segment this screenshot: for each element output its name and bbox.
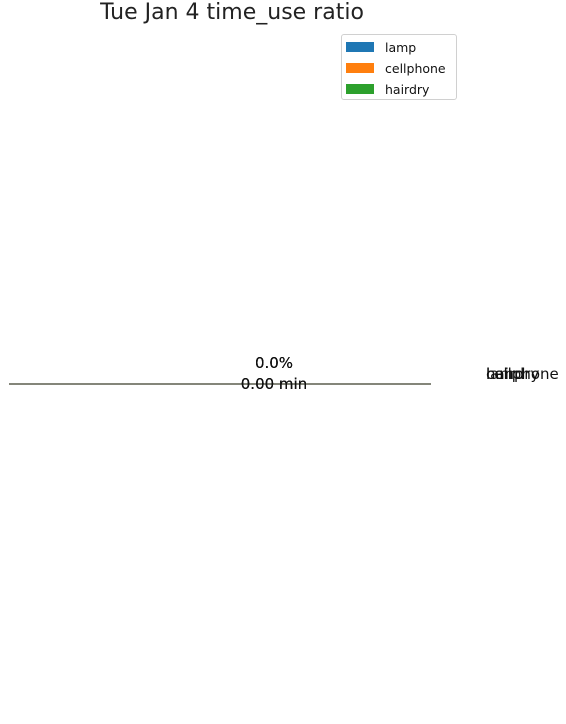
slice-label-hairdry: hairdry (486, 365, 539, 383)
percent-label-cellphone: 0.0% (255, 354, 293, 372)
minutes-label-hairdry: 0.00 min (241, 375, 307, 393)
minutes-label-cellphone: 0.00 min (241, 375, 307, 393)
legend-item-lamp: lamp (346, 38, 416, 56)
slice-label-lamp: lamp (486, 365, 524, 383)
percent-label-hairdry: 0.0% (255, 354, 293, 372)
legend-swatch-hairdry (346, 84, 374, 94)
legend-item-cellphone: cellphone (346, 59, 446, 77)
minutes-label-lamp: 0.00 min (241, 375, 307, 393)
slice-label-cellphone: cellphone (486, 365, 559, 383)
percent-label-lamp: 0.0% (255, 354, 293, 372)
legend-label-cellphone: cellphone (385, 60, 446, 76)
legend: lamp cellphone hairdry (341, 34, 457, 100)
legend-item-hairdry: hairdry (346, 80, 429, 98)
chart-title: Tue Jan 4 time_use ratio (99, 0, 364, 25)
legend-label-hairdry: hairdry (385, 81, 430, 97)
legend-label-lamp: lamp (385, 39, 417, 55)
legend-swatch-lamp (346, 42, 374, 52)
legend-swatch-cellphone (346, 63, 374, 73)
